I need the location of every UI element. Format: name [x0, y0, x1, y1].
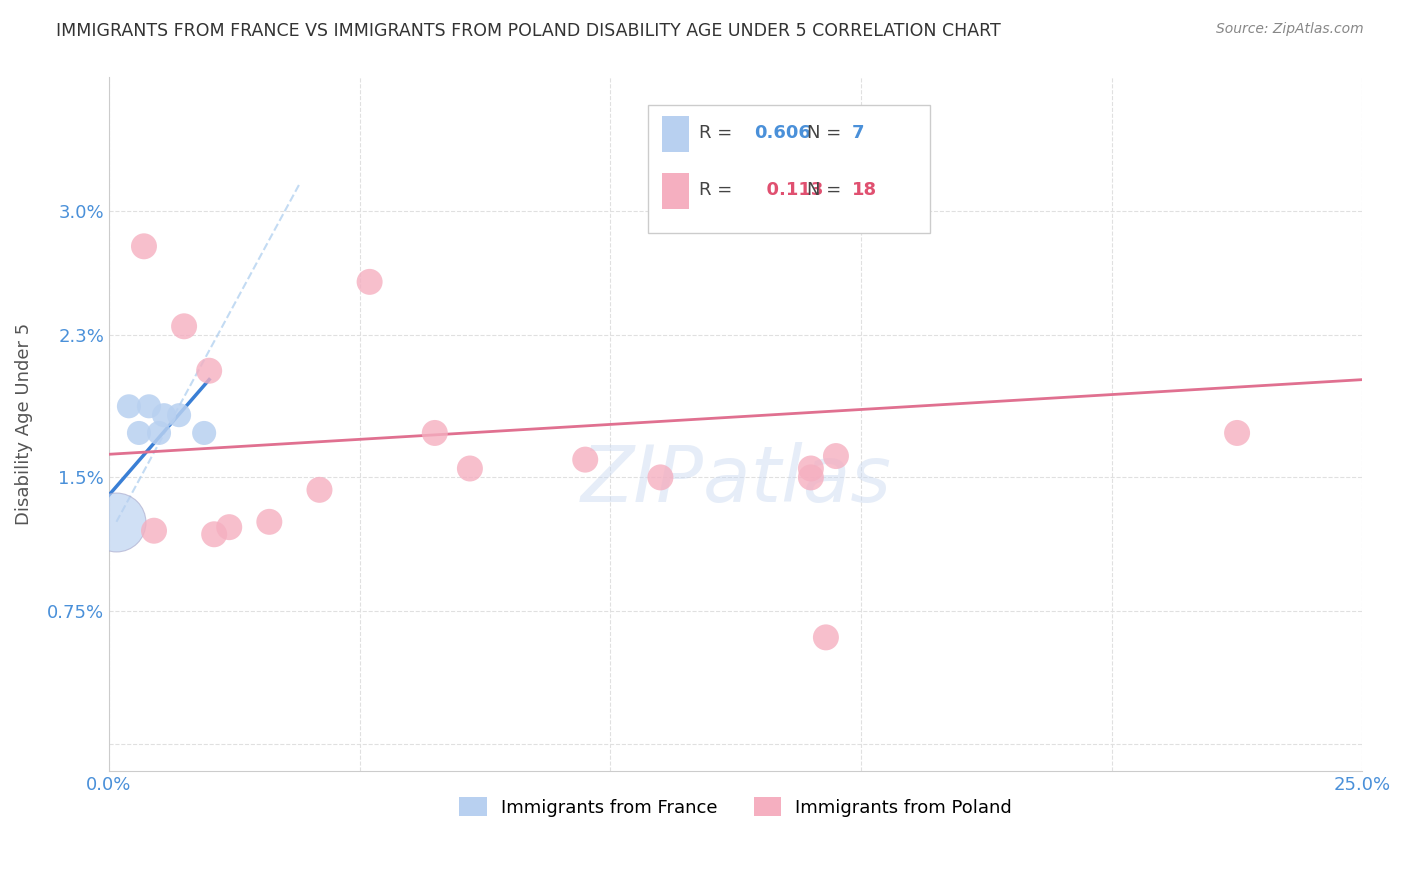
- Point: [198, 364, 221, 378]
- FancyBboxPatch shape: [648, 105, 929, 234]
- Point: [423, 425, 446, 440]
- Point: [650, 470, 672, 484]
- Point: [105, 515, 128, 529]
- Bar: [662, 116, 689, 152]
- Text: N =: N =: [807, 124, 841, 142]
- Point: [193, 425, 215, 440]
- Bar: [662, 173, 689, 209]
- Point: [218, 520, 240, 534]
- Point: [118, 399, 141, 413]
- Text: 0.606: 0.606: [755, 124, 811, 142]
- Point: [574, 452, 596, 467]
- Point: [308, 483, 330, 497]
- Point: [458, 461, 481, 475]
- Point: [148, 425, 170, 440]
- Text: 18: 18: [852, 181, 877, 200]
- Point: [138, 399, 160, 413]
- Point: [825, 449, 848, 463]
- Text: R =: R =: [699, 124, 733, 142]
- Point: [814, 631, 837, 645]
- Point: [143, 524, 166, 538]
- Point: [173, 319, 195, 334]
- Point: [202, 527, 225, 541]
- Text: 0.113: 0.113: [755, 181, 824, 200]
- Point: [128, 425, 150, 440]
- Text: ZIPatlas: ZIPatlas: [581, 442, 891, 517]
- Point: [132, 239, 155, 253]
- Text: R =: R =: [699, 181, 733, 200]
- Point: [153, 408, 176, 422]
- Text: 7: 7: [852, 124, 865, 142]
- Point: [167, 408, 190, 422]
- Point: [359, 275, 381, 289]
- Legend: Immigrants from France, Immigrants from Poland: Immigrants from France, Immigrants from …: [453, 790, 1019, 824]
- Point: [800, 470, 823, 484]
- Text: N =: N =: [807, 181, 841, 200]
- Point: [1226, 425, 1249, 440]
- Y-axis label: Disability Age Under 5: Disability Age Under 5: [15, 323, 32, 525]
- Text: IMMIGRANTS FROM FRANCE VS IMMIGRANTS FROM POLAND DISABILITY AGE UNDER 5 CORRELAT: IMMIGRANTS FROM FRANCE VS IMMIGRANTS FRO…: [56, 22, 1001, 40]
- Text: Source: ZipAtlas.com: Source: ZipAtlas.com: [1216, 22, 1364, 37]
- Point: [800, 461, 823, 475]
- Point: [259, 515, 281, 529]
